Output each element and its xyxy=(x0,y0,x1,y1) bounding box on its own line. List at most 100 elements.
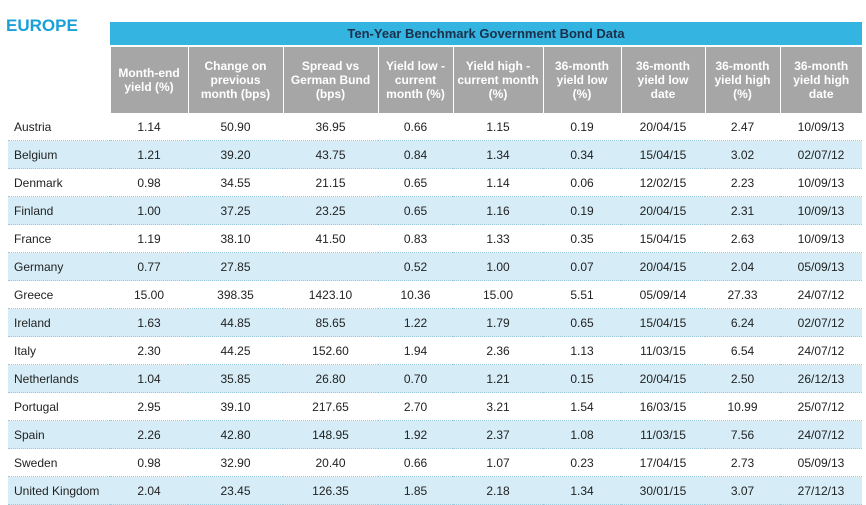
value-cell: 15/04/15 xyxy=(621,308,705,337)
value-cell: 0.77 xyxy=(110,252,188,281)
value-cell: 1.00 xyxy=(453,252,543,281)
table-title: Ten-Year Benchmark Government Bond Data xyxy=(110,22,862,45)
value-cell: 21.15 xyxy=(283,168,378,197)
table-row: Sweden 0.98 32.90 20.40 0.66 1.07 0.23 17/04/15… xyxy=(8,448,862,477)
value-cell: 2.70 xyxy=(378,392,453,421)
country-cell: Netherlands xyxy=(8,364,110,393)
value-cell: 2.04 xyxy=(705,252,780,281)
column-header: Change on previous month (bps) xyxy=(187,47,283,113)
value-cell: 15.00 xyxy=(110,280,188,309)
value-cell: 23.45 xyxy=(188,476,283,505)
value-cell: 39.10 xyxy=(188,392,283,421)
blank-header xyxy=(8,47,110,113)
value-cell: 05/09/13 xyxy=(780,448,862,477)
value-cell: 2.95 xyxy=(110,392,188,421)
value-cell: 0.65 xyxy=(378,168,453,197)
value-cell: 27.33 xyxy=(705,280,780,309)
value-cell: 2.50 xyxy=(705,364,780,393)
value-cell: 2.23 xyxy=(705,168,780,197)
value-cell: 05/09/14 xyxy=(621,280,705,309)
value-cell: 2.31 xyxy=(705,196,780,225)
value-cell: 1.14 xyxy=(110,113,188,141)
value-cell: 217.65 xyxy=(283,392,378,421)
value-cell: 1.34 xyxy=(453,140,543,169)
value-cell: 0.07 xyxy=(543,252,621,281)
table-row: Finland 1.00 37.25 23.25 0.65 1.16 0.19 20/04/1… xyxy=(8,196,862,225)
value-cell: 02/07/12 xyxy=(780,140,862,169)
value-cell: 1423.10 xyxy=(283,280,378,309)
value-cell: 0.19 xyxy=(543,113,621,141)
value-cell: 0.83 xyxy=(378,224,453,253)
value-cell: 10/09/13 xyxy=(780,113,862,141)
value-cell: 85.65 xyxy=(283,308,378,337)
value-cell: 41.50 xyxy=(283,224,378,253)
value-cell: 0.35 xyxy=(543,224,621,253)
value-cell: 24/07/12 xyxy=(780,420,862,449)
column-header: Spread vs German Bund (bps) xyxy=(282,47,378,113)
value-cell: 0.06 xyxy=(543,168,621,197)
country-cell: Portugal xyxy=(8,392,110,421)
value-cell: 0.70 xyxy=(378,364,453,393)
value-cell: 1.79 xyxy=(453,308,543,337)
value-cell: 1.34 xyxy=(543,476,621,505)
value-cell: 2.73 xyxy=(705,448,780,477)
value-cell: 1.21 xyxy=(110,140,188,169)
value-cell: 2.47 xyxy=(705,113,780,141)
value-cell: 1.14 xyxy=(453,168,543,197)
value-cell: 35.85 xyxy=(188,364,283,393)
country-cell: Italy xyxy=(8,336,110,365)
value-cell: 30/01/15 xyxy=(621,476,705,505)
value-cell: 38.10 xyxy=(188,224,283,253)
value-cell: 11/03/15 xyxy=(621,420,705,449)
header-row: Month-end yield (%) Change on previous mo… xyxy=(8,47,862,113)
bond-table: Month-end yield (%) Change on previous mo… xyxy=(8,47,862,505)
value-cell: 0.98 xyxy=(110,168,188,197)
value-cell: 0.15 xyxy=(543,364,621,393)
table-row: Denmark 0.98 34.55 21.15 0.65 1.14 0.06 12/02/1… xyxy=(8,168,862,197)
value-cell: 42.80 xyxy=(188,420,283,449)
value-cell: 24/07/12 xyxy=(780,280,862,309)
value-cell: 1.54 xyxy=(543,392,621,421)
value-cell: 1.13 xyxy=(543,336,621,365)
value-cell: 34.55 xyxy=(188,168,283,197)
value-cell: 44.25 xyxy=(188,336,283,365)
value-cell: 7.56 xyxy=(705,420,780,449)
value-cell: 11/03/15 xyxy=(621,336,705,365)
value-cell: 1.16 xyxy=(453,196,543,225)
value-cell: 2.30 xyxy=(110,336,188,365)
value-cell: 23.25 xyxy=(283,196,378,225)
value-cell: 1.85 xyxy=(378,476,453,505)
value-cell: 15/04/15 xyxy=(621,224,705,253)
value-cell: 26/12/13 xyxy=(780,364,862,393)
value-cell: 0.34 xyxy=(543,140,621,169)
region-label: EUROPE xyxy=(6,16,78,35)
value-cell: 50.90 xyxy=(188,113,283,141)
value-cell: 1.94 xyxy=(378,336,453,365)
value-cell: 05/09/13 xyxy=(780,252,862,281)
column-header: Month-end yield (%) xyxy=(109,47,188,113)
country-cell: Belgium xyxy=(8,140,110,169)
value-cell: 6.54 xyxy=(705,336,780,365)
country-cell: France xyxy=(8,224,110,253)
value-cell: 20/04/15 xyxy=(621,252,705,281)
value-cell: 1.33 xyxy=(453,224,543,253)
value-cell: 1.15 xyxy=(453,113,543,141)
table-row: Italy 2.30 44.25 152.60 1.94 2.36 1.13 11/03/15… xyxy=(8,336,862,365)
value-cell: 17/04/15 xyxy=(621,448,705,477)
value-cell: 10/09/13 xyxy=(780,168,862,197)
value-cell: 15.00 xyxy=(453,280,543,309)
country-cell: Spain xyxy=(8,420,110,449)
value-cell: 10/09/13 xyxy=(780,196,862,225)
country-cell: Ireland xyxy=(8,308,110,337)
value-cell: 6.24 xyxy=(705,308,780,337)
column-header: 36-month yield low date xyxy=(620,47,705,113)
table-row: Belgium 1.21 39.20 43.75 0.84 1.34 0.34 15/04/1… xyxy=(8,140,862,169)
country-cell: Denmark xyxy=(8,168,110,197)
value-cell: 148.95 xyxy=(283,420,378,449)
value-cell: 1.07 xyxy=(453,448,543,477)
value-cell: 24/07/12 xyxy=(780,336,862,365)
value-cell: 3.21 xyxy=(453,392,543,421)
value-cell: 32.90 xyxy=(188,448,283,477)
value-cell: 0.65 xyxy=(378,196,453,225)
value-cell: 126.35 xyxy=(283,476,378,505)
